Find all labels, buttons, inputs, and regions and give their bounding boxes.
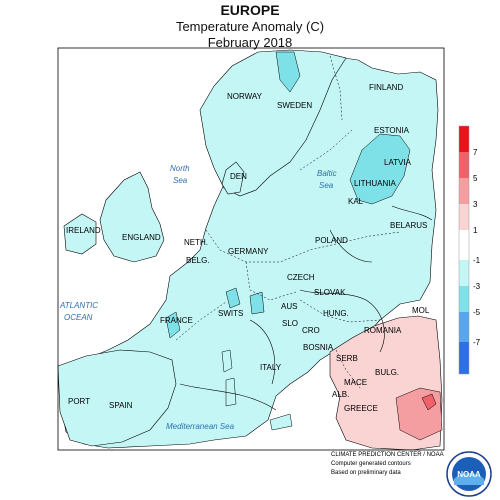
label-greece: GREECE [344,404,378,413]
legend-ticks: 7 5 3 1 -1 -3 -5 -7 [473,148,481,347]
legend-swatch-1 [459,204,469,230]
label-neth: NETH. [184,238,208,247]
label-baltic-sea-2: Sea [319,181,334,190]
label-latvia: LATVIA [384,158,412,167]
label-bulg: BULG. [375,368,399,377]
label-spain: SPAIN [109,401,133,410]
label-port: PORT [68,397,90,406]
legend-tick-m5: -5 [473,308,481,317]
noaa-logo: NOAA [446,451,492,497]
cold-anomaly-ireland [63,213,97,255]
label-serb: SERB [336,354,358,363]
label-germany: GERMANY [228,247,269,256]
cold-pocket-norway [275,51,301,93]
cold-anomaly-region [59,55,439,449]
legend-colorbar [458,125,470,375]
contour-lines [179,205,433,411]
label-ireland: IRELAND [66,226,101,235]
label-cro: CRO [302,326,320,335]
legend-swatch-m7 [459,342,469,374]
cold-anomaly-islands [221,349,293,431]
label-mediterranean: Mediterranean Sea [166,422,235,431]
legend-swatch-3 [459,178,469,204]
label-belg: BELG. [186,256,210,265]
legend-swatch-m5 [459,312,469,342]
label-norway: NORWAY [227,92,263,101]
label-north-sea-1: North [170,164,190,173]
label-italy: ITALY [260,363,282,372]
legend-tick-1: 1 [473,226,478,235]
map-region-title: EUROPE [220,2,280,18]
label-alb: ALB. [332,390,349,399]
label-bosnia: BOSNIA [303,343,334,352]
warm-anomaly-core [421,393,437,411]
label-mol: MOL [412,306,430,315]
map-frame [57,47,445,451]
label-czech: CZECH [287,273,315,282]
label-sweden: SWEDEN [277,101,312,110]
legend-border [458,125,470,375]
cold-anomaly-denmark [221,161,245,195]
cold-pocket-baltics [349,133,411,205]
cold-anomaly-iberia [57,349,177,447]
label-swits: SWITS [218,309,243,318]
noaa-logo-wave [454,473,484,485]
label-finland: FINLAND [369,83,403,92]
label-den: DEN [230,172,247,181]
label-atlantic-1: ATLANTIC [59,301,98,310]
label-kal: KAL [348,197,364,206]
noaa-logo-text: NOAA [457,470,481,479]
label-north-sea-2: Sea [173,176,188,185]
credit-line-1: CLIMATE PREDICTION CENTER / NOAA [331,452,444,458]
label-romania: ROMANIA [364,326,402,335]
legend-tick-m7: -7 [473,338,481,347]
cold-anomaly-uk [99,171,165,263]
legend-swatch-m3 [459,286,469,312]
map-variable-title: Temperature Anomaly (C) [175,19,325,34]
legend-swatch-7 [459,126,469,152]
label-france: FRANCE [160,316,193,325]
legend-swatch-m1 [459,260,469,286]
label-belarus: BELARUS [390,221,427,230]
label-england: ENGLAND [122,233,161,242]
label-slovak: SLOVAK [314,288,346,297]
legend-tick-5: 5 [473,174,478,183]
map-period-title: February 2018 [207,35,293,50]
label-estonia: ESTONIA [374,126,410,135]
legend-tick-7: 7 [473,148,478,157]
label-mace: MACE [344,378,367,387]
label-hung: HUNG. [323,309,349,318]
label-slo: SLO [282,319,298,328]
cold-pocket-france [165,311,181,339]
label-atlantic-2: OCEAN [64,313,93,322]
legend-swatch-0 [459,230,469,260]
credit-line-3: Based on preliminary data [331,470,401,476]
credit-line-2: Computer generated contours [331,461,411,467]
label-lithuania: LITHUANIA [354,179,396,188]
legend-tick-3: 3 [473,200,478,209]
cold-pocket-alps [225,287,265,315]
label-aus: AUS [281,302,297,311]
legend-tick-m1: -1 [473,256,481,265]
label-poland: POLAND [315,236,348,245]
legend-swatch-5 [459,152,469,178]
label-baltic-sea-1: Baltic [317,169,337,178]
legend-tick-m3: -3 [473,282,481,291]
